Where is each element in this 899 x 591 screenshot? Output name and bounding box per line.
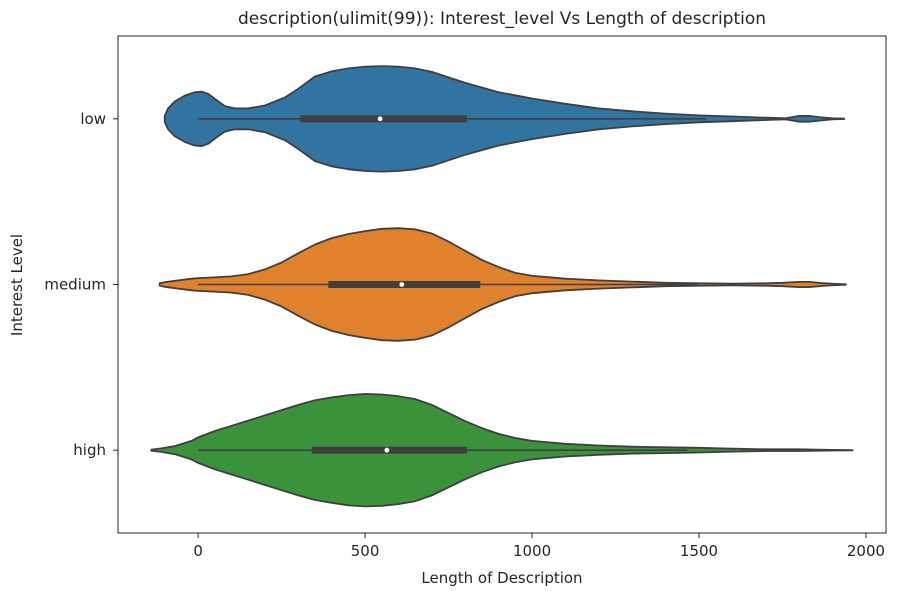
y-tick-label-high: high [73,441,106,459]
violin-box-high [311,446,467,454]
chart-title: description(ulimit(99)): Interest_level … [238,9,766,29]
x-axis-ticks: 0 500 1000 1500 2000 [193,533,885,560]
x-tick-label: 1500 [680,542,718,560]
x-tick-label: 2000 [847,542,885,560]
x-tick-label: 0 [193,542,203,560]
violins-layer [150,65,854,508]
x-tick-label: 1000 [513,542,551,560]
violin-median-medium [399,282,405,287]
violin-median-high [384,447,390,453]
y-axis-ticks: low medium high [44,110,118,459]
violin-box-low [299,115,467,123]
violin-median-low [377,116,383,122]
x-tick-label: 500 [351,542,380,560]
y-tick-label-low: low [80,110,106,128]
violin-box-medium [328,281,481,288]
x-axis-label: Length of Description [421,569,582,587]
y-axis-label: Interest Level [8,234,26,336]
y-tick-label-medium: medium [44,276,106,294]
